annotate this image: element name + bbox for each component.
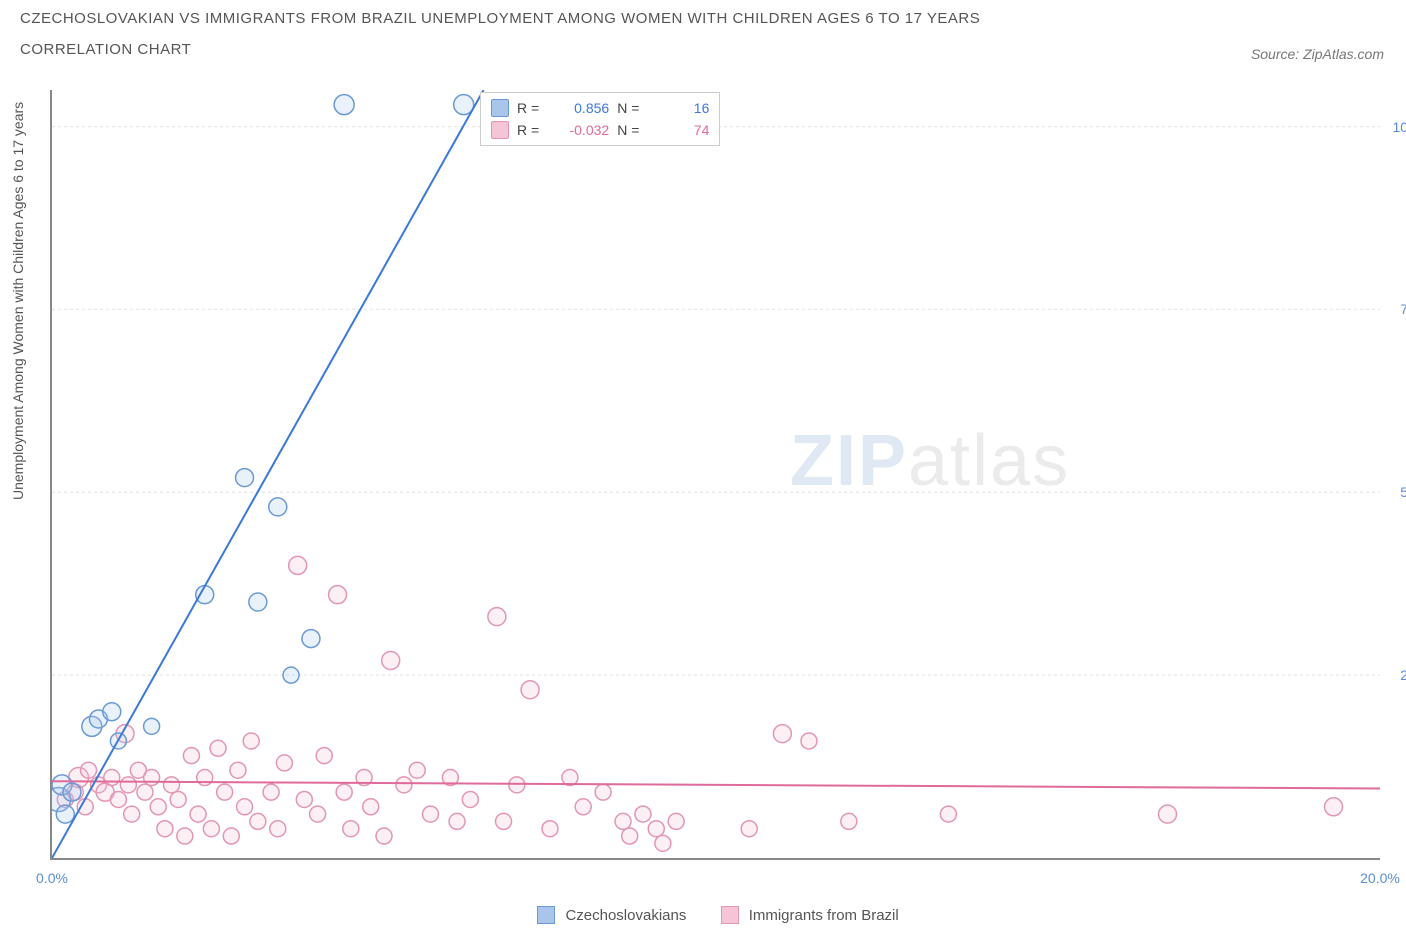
legend-r-label: R = — [517, 119, 539, 141]
legend-swatch-czech-icon — [537, 906, 555, 924]
legend-swatch-czech — [491, 99, 509, 117]
chart-title-line2: CORRELATION CHART — [20, 41, 980, 58]
legend-r-value-brazil: -0.032 — [547, 119, 609, 141]
y-tick-label: 50.0% — [1400, 484, 1406, 500]
chart-plot-area: 25.0%50.0%75.0%100.0%0.0%20.0% — [50, 90, 1380, 860]
y-tick-label: 75.0% — [1400, 301, 1406, 317]
chart-title-line1: CZECHOSLOVAKIAN VS IMMIGRANTS FROM BRAZI… — [20, 10, 980, 27]
legend-row-brazil: R = -0.032 N = 74 — [491, 119, 709, 141]
legend-swatch-brazil — [491, 121, 509, 139]
series-legend: Czechoslovakians Immigrants from Brazil — [0, 906, 1406, 926]
legend-row-czech: R = 0.856 N = 16 — [491, 97, 709, 119]
chart-svg — [52, 90, 1380, 858]
legend-r-label: R = — [517, 97, 539, 119]
source-label: Source: ZipAtlas.com — [1251, 46, 1384, 62]
legend-n-value-czech: 16 — [647, 97, 709, 119]
legend-n-value-brazil: 74 — [647, 119, 709, 141]
y-tick-label: 25.0% — [1400, 667, 1406, 683]
y-tick-label: 100.0% — [1393, 119, 1406, 135]
legend-label-brazil: Immigrants from Brazil — [749, 907, 899, 924]
legend-swatch-brazil-icon — [721, 906, 739, 924]
x-tick-label: 0.0% — [36, 870, 68, 886]
chart-title-block: CZECHOSLOVAKIAN VS IMMIGRANTS FROM BRAZI… — [20, 10, 980, 72]
x-tick-label: 20.0% — [1360, 870, 1400, 886]
legend-n-label: N = — [617, 119, 639, 141]
legend-r-value-czech: 0.856 — [547, 97, 609, 119]
correlation-legend-box: R = 0.856 N = 16 R = -0.032 N = 74 — [480, 92, 720, 146]
legend-n-label: N = — [617, 97, 639, 119]
y-axis-label: Unemployment Among Women with Children A… — [10, 102, 26, 500]
legend-label-czech: Czechoslovakians — [565, 907, 686, 924]
